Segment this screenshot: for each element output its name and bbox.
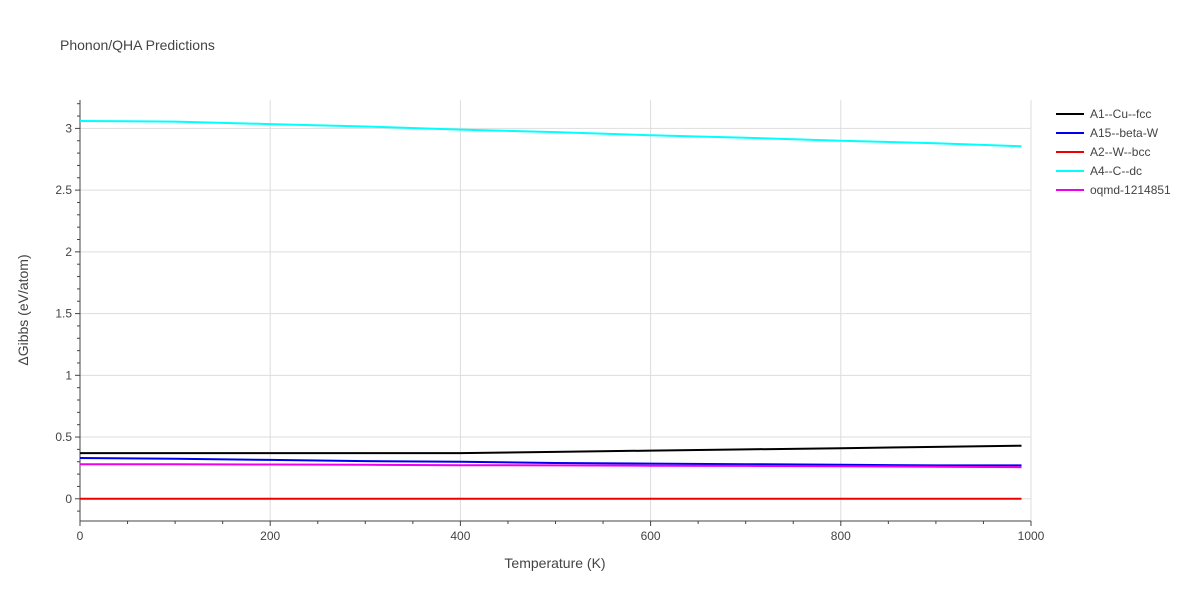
y-tick-label: 0.5: [55, 430, 72, 444]
legend-label-a2-w-bcc: A2--W--bcc: [1090, 145, 1150, 159]
y-tick-label: 3: [65, 121, 72, 135]
legend-label-a4-c-dc: A4--C--dc: [1090, 164, 1142, 178]
y-tick-label: 1: [65, 368, 72, 382]
y-tick-label: 2: [65, 245, 72, 259]
series-line-oqmd-1214851: [80, 463, 1022, 469]
series-line-a15-beta-w: [79, 457, 1022, 467]
axis-layer: 0 200 400 600 800 1000 0 0.5 1 1.5 2 2.5 3: [55, 100, 1045, 543]
x-tick-label: 0: [77, 529, 84, 543]
y-tick-label: 1.5: [55, 307, 72, 321]
series-layer: [79, 120, 1022, 500]
y-tick-label: 2.5: [55, 183, 72, 197]
series-line-a1-cu-fcc: [80, 444, 1022, 455]
x-tick-label: 600: [641, 529, 661, 543]
legend-label-a1-cu-fcc: A1--Cu--fcc: [1090, 107, 1151, 121]
x-tick-label: 400: [450, 529, 470, 543]
legend-label-oqmd-1214851: oqmd-1214851: [1090, 183, 1171, 197]
legend-label-a15-beta-w: A15--beta-W: [1090, 126, 1159, 140]
x-axis-label: Temperature (K): [504, 555, 605, 571]
x-tick-label: 200: [260, 529, 280, 543]
legend: A1--Cu--fcc A15--beta-W A2--W--bcc A4--C--d…: [1056, 107, 1171, 197]
y-axis-label: ΔGibbs (eV/atom): [15, 254, 31, 365]
x-tick-label: 800: [831, 529, 851, 543]
y-tick-label: 0: [65, 492, 72, 506]
chart-title: Phonon/QHA Predictions: [60, 37, 215, 53]
x-tick-label: 1000: [1018, 529, 1045, 543]
series-line-a4-c-dc: [79, 120, 1022, 148]
